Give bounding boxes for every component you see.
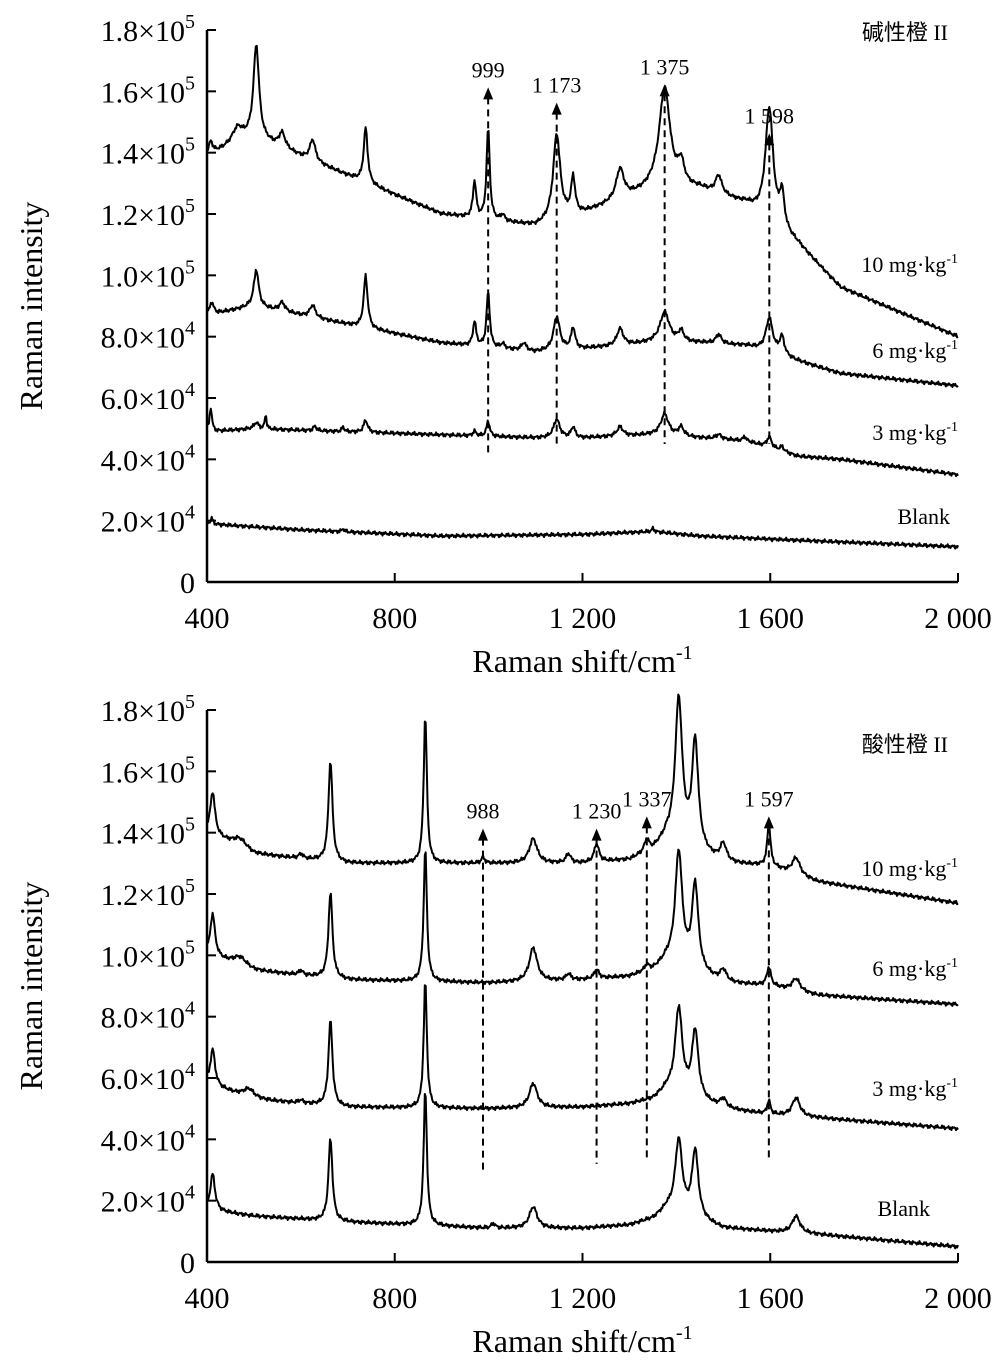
y-tick-label: 8.0×104 [101, 318, 195, 355]
x-axis-title: Raman shift/cm-1 [472, 1322, 692, 1359]
series-label: 10 mg·kg-1 [861, 856, 958, 881]
peak-marker-arrow [659, 84, 670, 97]
x-tick-label: 400 [185, 1282, 230, 1315]
x-tick-label: 2 000 [924, 602, 992, 635]
peak-marker-arrow [641, 816, 652, 829]
spectrum-line [206, 268, 959, 388]
y-tick-label: 0 [180, 567, 195, 600]
series-label: Blank [877, 1196, 930, 1221]
y-tick-label: 1.8×105 [101, 11, 195, 48]
y-tick-label: 2.0×104 [101, 1182, 195, 1219]
peak-marker-arrow [591, 828, 602, 841]
peak-label: 1 173 [532, 73, 582, 98]
series-label: 3 mg·kg-1 [872, 1076, 958, 1101]
series-label: 6 mg·kg-1 [872, 956, 958, 981]
y-tick-label: 4.0×104 [101, 1120, 195, 1157]
y-tick-label: 6.0×104 [101, 1059, 195, 1096]
peak-marker-arrow [551, 102, 562, 115]
x-tick-label: 800 [372, 602, 417, 635]
panel-acid-orange-ii: 0 2.0×104 4.0×104 6.0×104 8.0×104 1.0×105 1.2×… [13, 691, 992, 1359]
spectrum-line [207, 407, 959, 478]
peak-label: 999 [472, 57, 505, 82]
peak-marker-arrow [477, 828, 488, 841]
x-tick-label: 400 [185, 602, 230, 635]
spectrum-line [207, 515, 959, 550]
x-tick-label: 1 600 [737, 1282, 805, 1315]
y-tick-label: 8.0×104 [101, 998, 195, 1035]
peak-marker-arrow [483, 87, 494, 100]
y-tick-label: 1.0×105 [101, 936, 195, 973]
peak-label: 1 230 [572, 799, 622, 824]
y-axis-title: Raman intensity [13, 882, 49, 1091]
panel-title: 碱性橙 II [862, 20, 948, 45]
peak-label: 1 375 [640, 54, 690, 79]
y-tick-label: 1.8×105 [101, 691, 195, 728]
spectrum-line [206, 1093, 959, 1250]
panel-basic-orange-ii: 0 2.0×104 4.0×104 6.0×104 8.0×104 1.0×105 1.2×… [13, 11, 992, 679]
y-tick-label: 2.0×104 [101, 502, 195, 539]
y-tick-label: 6.0×104 [101, 379, 195, 416]
y-tick-label: 1.6×105 [101, 72, 195, 109]
y-tick-label: 1.4×105 [101, 814, 195, 851]
panel-title: 酸性橙 II [862, 732, 948, 757]
y-tick-label: 4.0×104 [101, 440, 195, 477]
x-tick-label: 1 200 [549, 1282, 617, 1315]
peak-label: 1 598 [745, 103, 795, 128]
series-label: 6 mg·kg-1 [872, 338, 958, 363]
y-tick-label: 1.2×105 [101, 195, 195, 232]
x-tick-label: 2 000 [924, 1282, 992, 1315]
y-tick-label: 1.6×105 [101, 752, 195, 789]
y-tick-label: 1.2×105 [101, 875, 195, 912]
series-label: 3 mg·kg-1 [872, 420, 958, 445]
series-label: 10 mg·kg-1 [861, 252, 958, 277]
y-tick-label: 0 [180, 1247, 195, 1280]
peak-label: 1 597 [744, 786, 794, 811]
peak-marker-arrow [764, 133, 775, 146]
spectrum-line [206, 44, 959, 339]
spectrum-line [206, 848, 959, 1007]
y-axis-title: Raman intensity [13, 202, 49, 411]
peak-label: 988 [466, 799, 499, 824]
x-tick-label: 1 600 [737, 602, 805, 635]
x-tick-label: 800 [372, 1282, 417, 1315]
x-axis-title: Raman shift/cm-1 [472, 642, 692, 679]
peak-label: 1 337 [622, 786, 672, 811]
spectrum-line [207, 984, 959, 1132]
spectrum-line [206, 693, 959, 906]
peak-marker-arrow [763, 816, 774, 829]
y-tick-label: 1.0×105 [101, 256, 195, 293]
series-label: Blank [897, 504, 950, 529]
y-tick-label: 1.4×105 [101, 134, 195, 171]
x-tick-label: 1 200 [549, 602, 617, 635]
